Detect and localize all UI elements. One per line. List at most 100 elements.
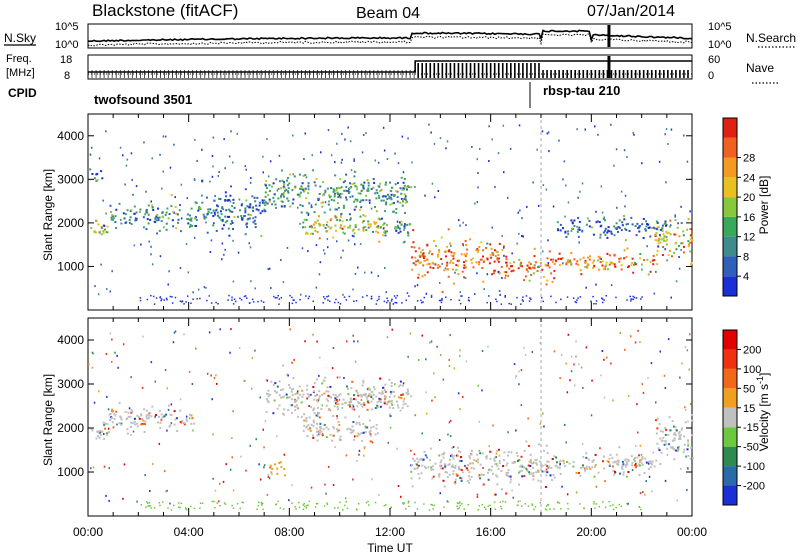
echo-cell [649, 462, 652, 465]
echo-cell [154, 217, 157, 220]
echo-cell [635, 465, 638, 468]
echo-cell [310, 423, 313, 426]
echo-cell [428, 252, 431, 255]
echo-cell [321, 393, 324, 396]
echo-cell [691, 413, 694, 416]
speckle-cell [158, 442, 161, 445]
echo-cell [666, 232, 669, 235]
ground-cell [386, 301, 388, 304]
echo-cell [550, 258, 553, 261]
ground-cell [335, 298, 337, 301]
speckle-cell [133, 244, 136, 247]
echo-cell [613, 263, 616, 266]
speckle-cell [150, 361, 153, 364]
echo-cell [665, 224, 667, 227]
echo-cell [183, 423, 186, 426]
ground-cell [392, 303, 395, 305]
echo-cell [313, 382, 316, 385]
echo-cell [227, 227, 230, 230]
echo-cell [448, 463, 451, 466]
speckle-cell [679, 376, 681, 379]
echo-cell [680, 222, 683, 224]
echo-cell [551, 280, 554, 283]
echo-cell [135, 211, 138, 214]
echo-cell [405, 391, 408, 394]
echo-cell [678, 434, 681, 437]
echo-cell [315, 221, 318, 224]
echo-cell [487, 478, 490, 481]
echo-cell [165, 222, 168, 225]
echo-cell [165, 228, 168, 231]
echo-cell [187, 218, 190, 221]
echo-cell [330, 218, 333, 221]
ground-cell [525, 295, 528, 297]
ground-cell [641, 296, 643, 298]
echo-cell [333, 195, 336, 198]
echo-cell [347, 192, 350, 195]
speckle-cell [425, 412, 428, 415]
echo-cell [472, 257, 475, 260]
echo-cell [342, 398, 345, 401]
echo-cell [682, 451, 685, 454]
colorbar-tick-label: 4 [743, 271, 749, 283]
ground-cell [339, 501, 341, 504]
echo-cell [130, 421, 133, 424]
echo-cell [496, 257, 499, 260]
speckle-cell [377, 275, 379, 278]
ground-cell [420, 299, 422, 302]
echo-cell [537, 469, 540, 472]
echo-cell [494, 255, 497, 257]
echo-cell [307, 192, 310, 195]
echo-cell [358, 423, 361, 426]
echo-cell [666, 238, 668, 241]
echo-cell [584, 469, 587, 472]
xtick-label: 00:00 [677, 525, 707, 539]
speckle-cell [689, 210, 691, 213]
echo-cell [528, 267, 531, 270]
echo-cell [505, 472, 508, 475]
echo-cell [336, 400, 339, 403]
echo-cell [389, 196, 392, 199]
ground-cell [504, 295, 506, 297]
echo-cell [417, 460, 420, 463]
echo-cell [324, 227, 327, 229]
ground-cell [387, 300, 389, 302]
echo-cell [305, 416, 308, 419]
echo-cell [165, 413, 168, 416]
echo-cell [319, 429, 322, 432]
echo-cell [291, 394, 294, 397]
echo-cell [263, 199, 266, 202]
echo-cell [656, 221, 659, 224]
speckle-cell [310, 204, 313, 207]
ground-cell [390, 300, 393, 302]
echo-cell [378, 197, 381, 199]
echo-cell [441, 290, 444, 293]
echo-cell [90, 227, 93, 230]
speckle-cell [289, 328, 291, 331]
echo-cell [566, 260, 569, 263]
speckle-cell [276, 189, 279, 192]
speckle-cell [434, 263, 437, 266]
ground-cell [273, 295, 275, 298]
echo-cell [229, 209, 232, 212]
echo-cell [646, 258, 649, 261]
echo-cell [327, 390, 330, 393]
echo-cell [378, 397, 381, 400]
noise-traces [87, 25, 693, 47]
echo-cell [99, 429, 102, 432]
echo-cell [195, 225, 198, 227]
echo-cell [393, 194, 396, 196]
speckle-cell [491, 226, 493, 229]
ytick-label: 4000 [57, 129, 84, 143]
ground-cell [593, 503, 595, 505]
ground-cell [257, 300, 259, 303]
echo-cell [367, 401, 370, 404]
echo-cell [360, 403, 363, 406]
speckle-cell [141, 386, 144, 389]
speckle-cell [559, 463, 561, 465]
speckle-cell [354, 243, 356, 246]
speckle-cell [345, 497, 347, 500]
echo-cell [226, 215, 229, 218]
cpid-program-2: rbsp-tau 210 [543, 83, 620, 98]
echo-cell [129, 415, 132, 418]
